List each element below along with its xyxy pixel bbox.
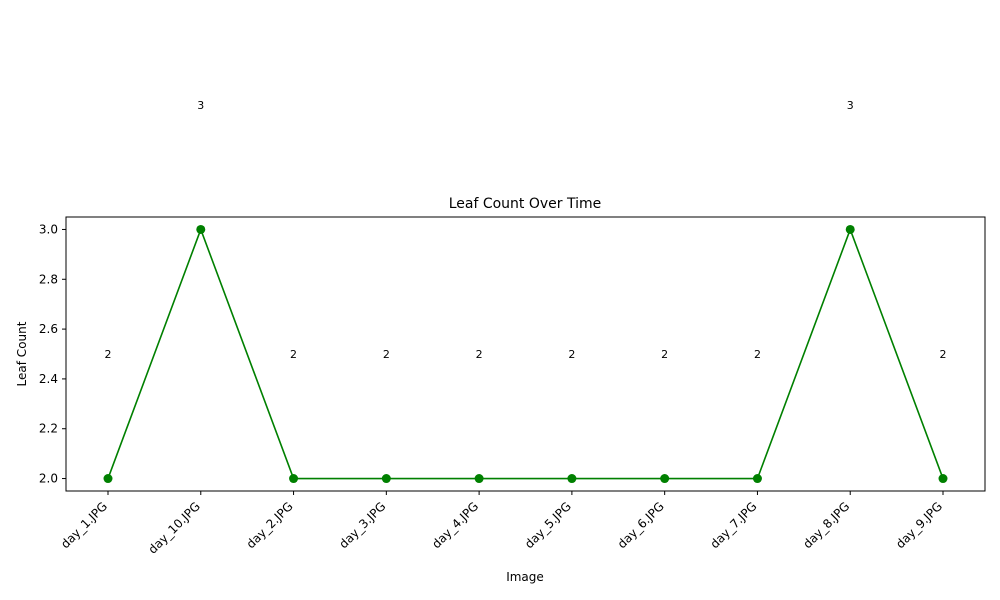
data-point bbox=[660, 474, 670, 484]
data-label: 2 bbox=[661, 348, 668, 361]
y-tick-label: 2.8 bbox=[39, 272, 58, 286]
data-label: 2 bbox=[476, 348, 483, 361]
y-tick-label: 2.6 bbox=[39, 322, 58, 336]
y-tick-label: 3.0 bbox=[39, 222, 58, 236]
plot-frame bbox=[65, 216, 986, 492]
y-tick-label: 2.2 bbox=[39, 422, 58, 436]
series-line bbox=[107, 227, 944, 480]
data-label: 3 bbox=[847, 99, 854, 112]
data-label: 2 bbox=[383, 348, 390, 361]
data-label: 3 bbox=[197, 99, 204, 112]
data-point bbox=[474, 474, 484, 484]
y-tick-label: 2.0 bbox=[39, 472, 58, 486]
data-point bbox=[196, 224, 206, 234]
x-axis-title: Image bbox=[506, 570, 544, 584]
data-point bbox=[103, 474, 113, 484]
data-point bbox=[938, 474, 948, 484]
data-label: 2 bbox=[754, 348, 761, 361]
data-label: 2 bbox=[290, 348, 297, 361]
data-point bbox=[752, 474, 762, 484]
data-point bbox=[567, 474, 577, 484]
y-axis-title: Leaf Count bbox=[15, 321, 29, 386]
data-label: 2 bbox=[568, 348, 575, 361]
data-label: 2 bbox=[105, 348, 112, 361]
data-point bbox=[845, 224, 855, 234]
data-point bbox=[381, 474, 391, 484]
chart-title: Leaf Count Over Time bbox=[449, 196, 602, 212]
data-label: 2 bbox=[940, 348, 947, 361]
y-tick-label: 2.4 bbox=[39, 372, 58, 386]
data-point bbox=[289, 474, 299, 484]
